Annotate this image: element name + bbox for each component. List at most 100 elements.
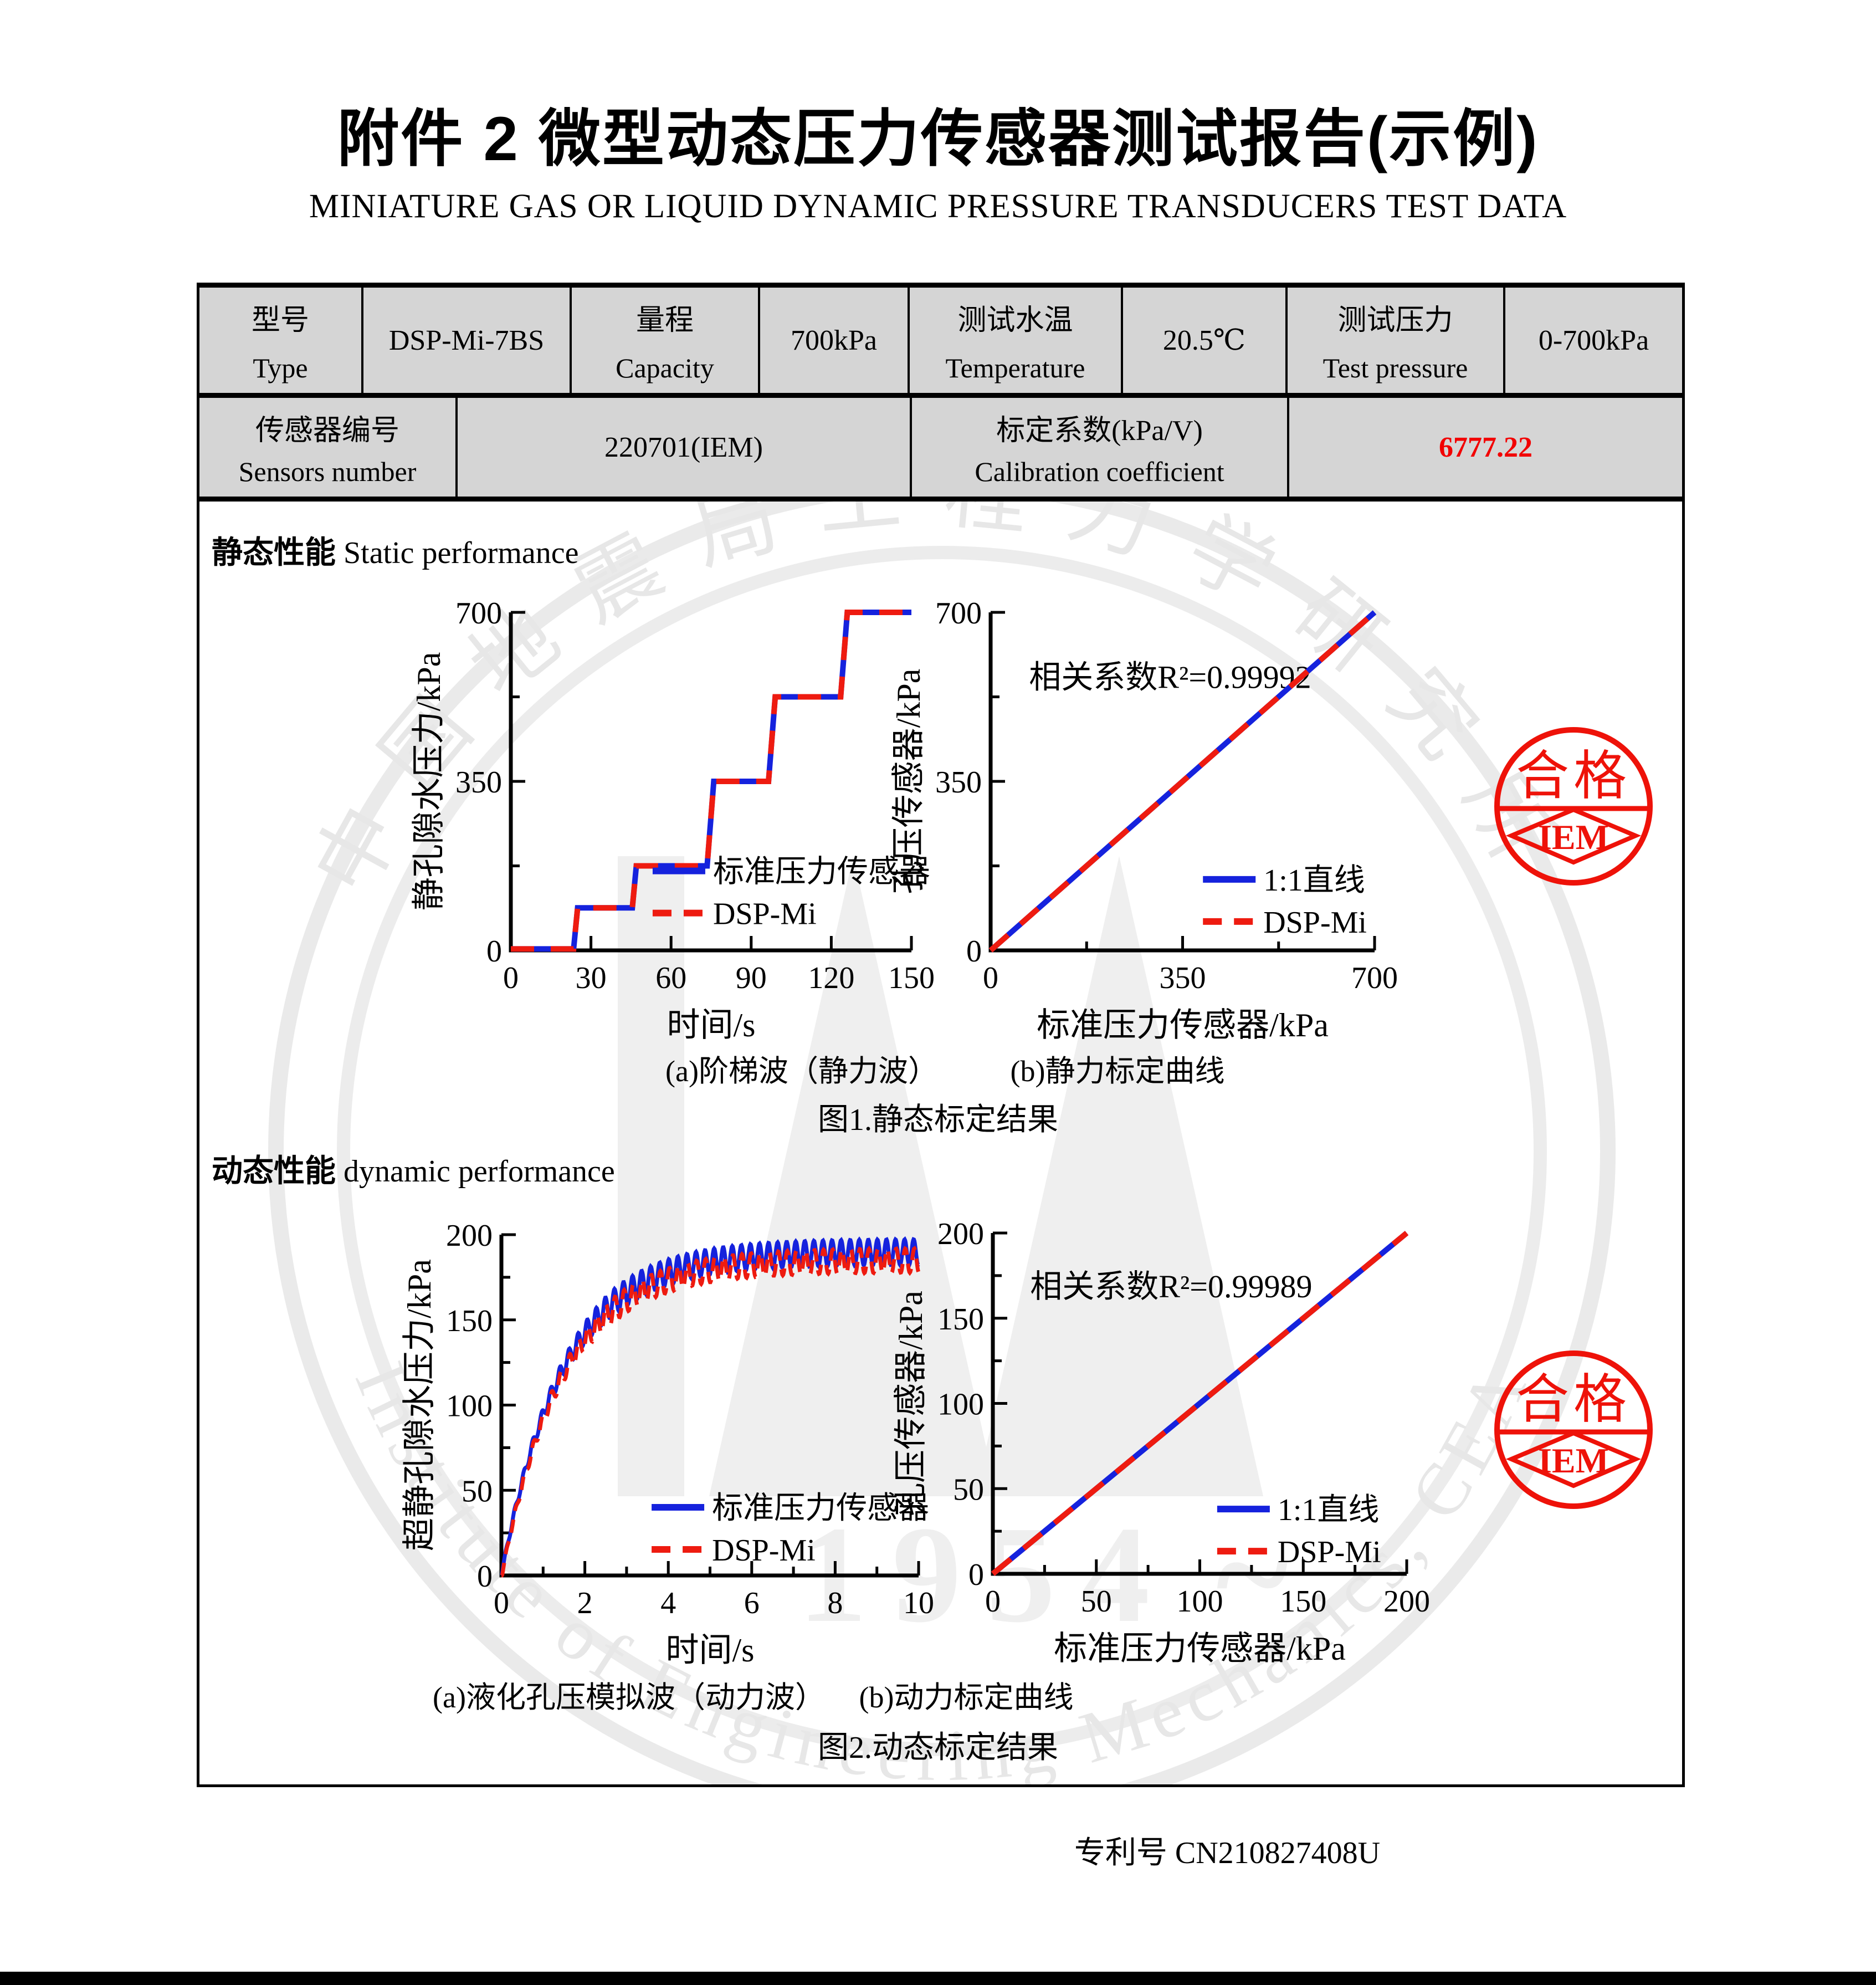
svg-text:150: 150 bbox=[888, 961, 935, 995]
svg-text:DSP-Mi: DSP-Mi bbox=[712, 1533, 816, 1568]
cell-testpressure-value: 0-700kPa bbox=[1505, 288, 1682, 393]
cell-temperature-value: 20.5℃ bbox=[1123, 288, 1288, 393]
tick-labels: 0 30 60 90 120 150 0 350 700 bbox=[455, 596, 935, 995]
cell-capacity-label: 量程 Capacity bbox=[572, 288, 760, 393]
watermark-logo-peak2 bbox=[975, 856, 1263, 1496]
legend: 1:1直线 DSP-Mi bbox=[1217, 1493, 1381, 1569]
legend: 标准压力传感器 DSP-Mi bbox=[652, 1491, 929, 1568]
section-dynamic-en: dynamic performance bbox=[336, 1154, 615, 1189]
ticks bbox=[991, 611, 1376, 950]
svg-text:10: 10 bbox=[903, 1586, 934, 1620]
section-dynamic-cn: 动态性能 bbox=[212, 1153, 336, 1188]
stamp2-circle bbox=[1494, 1350, 1653, 1509]
qualified-stamp-1: 合格 IEM bbox=[1494, 727, 1653, 886]
sensornumber-value: 220701(IEM) bbox=[604, 431, 763, 463]
svg-text:标准压力传感器: 标准压力传感器 bbox=[713, 855, 930, 889]
svg-text:50: 50 bbox=[953, 1472, 984, 1507]
svg-text:200: 200 bbox=[1383, 1584, 1430, 1619]
qualified-stamp-2: 合格 IEM bbox=[1494, 1350, 1653, 1509]
svg-text:1:1直线: 1:1直线 bbox=[1263, 863, 1365, 898]
testpressure-label-en: Test pressure bbox=[1323, 352, 1468, 383]
svg-text:30: 30 bbox=[576, 961, 607, 995]
y-axis-label: 孔压传感器/kPa bbox=[893, 1291, 929, 1516]
svg-text:100: 100 bbox=[446, 1389, 493, 1424]
capacity-label-en: Capacity bbox=[616, 352, 714, 383]
x-axis-label: 标准压力传感器/kPa bbox=[1054, 1630, 1346, 1667]
chart-static-step-wave: 0 30 60 90 120 150 0 350 700 时间/s 静孔隙水压力/kPa 标准压力传感… bbox=[411, 596, 935, 1043]
y-axis-label: 静孔隙水压力/kPa bbox=[411, 652, 447, 911]
svg-text:100: 100 bbox=[1177, 1584, 1223, 1619]
svg-text:120: 120 bbox=[808, 961, 854, 995]
patent-number: 专利号 CN210827408U bbox=[1074, 1836, 1381, 1870]
legend: 1:1直线 DSP-Mi bbox=[1203, 863, 1367, 940]
svg-text:700: 700 bbox=[1351, 961, 1398, 995]
coefficient-value: 6777.22 bbox=[1439, 431, 1532, 463]
svg-text:150: 150 bbox=[446, 1304, 493, 1338]
svg-text:DSP-Mi: DSP-Mi bbox=[1263, 905, 1367, 940]
ticks bbox=[501, 1233, 920, 1575]
series-1 bbox=[511, 610, 911, 952]
svg-text:700: 700 bbox=[455, 596, 502, 631]
fig1-caption-b: (b)静力标定曲线 bbox=[1010, 1055, 1225, 1088]
tick-labels: 0 50 100 150 200 0 50 100 150 200 bbox=[937, 1217, 1430, 1619]
page-subtitle: MINIATURE GAS OR LIQUID DYNAMIC PRESSURE… bbox=[309, 188, 1567, 225]
svg-text:100: 100 bbox=[937, 1388, 984, 1422]
svg-text:700: 700 bbox=[935, 596, 982, 631]
coefficient-label-cn: 标定系数(kPa/V) bbox=[996, 415, 1203, 447]
ticks bbox=[993, 1231, 1408, 1574]
svg-text:200: 200 bbox=[937, 1217, 984, 1251]
capacity-value: 700kPa bbox=[791, 324, 877, 356]
svg-text:2: 2 bbox=[577, 1586, 593, 1620]
correlation-annotation: 相关系数R²=0.99992 bbox=[1029, 659, 1311, 695]
chart-dynamic-calibration: 0 50 100 150 200 0 50 100 150 200 标准压力传感器/kPa 孔压传感器… bbox=[893, 1217, 1430, 1667]
stamp2-org: IEM bbox=[1538, 1441, 1609, 1480]
svg-text:0: 0 bbox=[503, 961, 519, 995]
legend: 标准压力传感器 DSP-Mi bbox=[652, 855, 930, 932]
watermark-logo-bar bbox=[618, 856, 684, 1496]
capacity-label-cn: 量程 bbox=[635, 305, 694, 336]
stamp2-diamond bbox=[1505, 1430, 1642, 1488]
cell-testpressure-label: 测试压力 Test pressure bbox=[1288, 288, 1505, 393]
cell-sensornumber-value: 220701(IEM) bbox=[458, 398, 912, 497]
cell-coefficient-value: 6777.22 bbox=[1289, 398, 1682, 497]
svg-text:50: 50 bbox=[462, 1474, 493, 1508]
fig2-caption-a: (a)液化孔压模拟波（动力波） bbox=[433, 1681, 825, 1714]
section-static-en: Static performance bbox=[336, 536, 579, 570]
svg-text:0: 0 bbox=[968, 1558, 984, 1592]
svg-text:标准压力传感器: 标准压力传感器 bbox=[712, 1491, 929, 1526]
type-value: DSP-Mi-7BS bbox=[388, 324, 545, 356]
x-axis-label: 时间/s bbox=[667, 1007, 755, 1043]
coefficient-label-en: Calibration coefficient bbox=[975, 456, 1224, 487]
svg-text:200: 200 bbox=[446, 1219, 493, 1253]
section-static-cn: 静态性能 bbox=[212, 535, 336, 570]
svg-text:4: 4 bbox=[660, 1586, 676, 1620]
correlation-annotation: 相关系数R²=0.99989 bbox=[1030, 1268, 1312, 1304]
sensornumber-label-cn: 传感器编号 bbox=[255, 415, 399, 447]
svg-text:350: 350 bbox=[935, 765, 982, 800]
chart-static-calibration: 0 350 700 0 350 700 标准压力传感器/kPa 孔压传感器/kPa 相关系数R²… bbox=[890, 596, 1398, 1043]
type-label-en: Type bbox=[253, 352, 308, 383]
spec-table-row2: 传感器编号 Sensors number 220701(IEM) 标定系数(kP… bbox=[199, 398, 1682, 497]
cell-coefficient-label: 标定系数(kPa/V) Calibration coefficient bbox=[912, 398, 1289, 497]
page-title: 附件 2 微型动态压力传感器测试报告(示例) bbox=[337, 104, 1539, 173]
temperature-label-cn: 测试水温 bbox=[957, 305, 1073, 336]
series-1 bbox=[991, 1231, 1409, 1576]
testpressure-value: 0-700kPa bbox=[1538, 324, 1649, 356]
fig2-caption-b: (b)动力标定曲线 bbox=[859, 1681, 1074, 1714]
watermark-outer-ring bbox=[268, 502, 1616, 1784]
stamp2-text: 合格 bbox=[1516, 1370, 1631, 1429]
svg-text:DSP-Mi: DSP-Mi bbox=[1278, 1535, 1381, 1569]
x-axis-label: 时间/s bbox=[665, 1632, 754, 1669]
svg-text:60: 60 bbox=[655, 961, 686, 995]
svg-text:8: 8 bbox=[827, 1586, 843, 1620]
stamp1-org: IEM bbox=[1538, 817, 1609, 857]
series-1 bbox=[988, 610, 1377, 953]
tick-labels: 0 350 700 0 350 700 bbox=[935, 596, 1398, 995]
svg-text:0: 0 bbox=[983, 961, 998, 995]
svg-text:0: 0 bbox=[477, 1559, 493, 1594]
series-1 bbox=[500, 1245, 921, 1578]
svg-text:0: 0 bbox=[966, 934, 982, 969]
